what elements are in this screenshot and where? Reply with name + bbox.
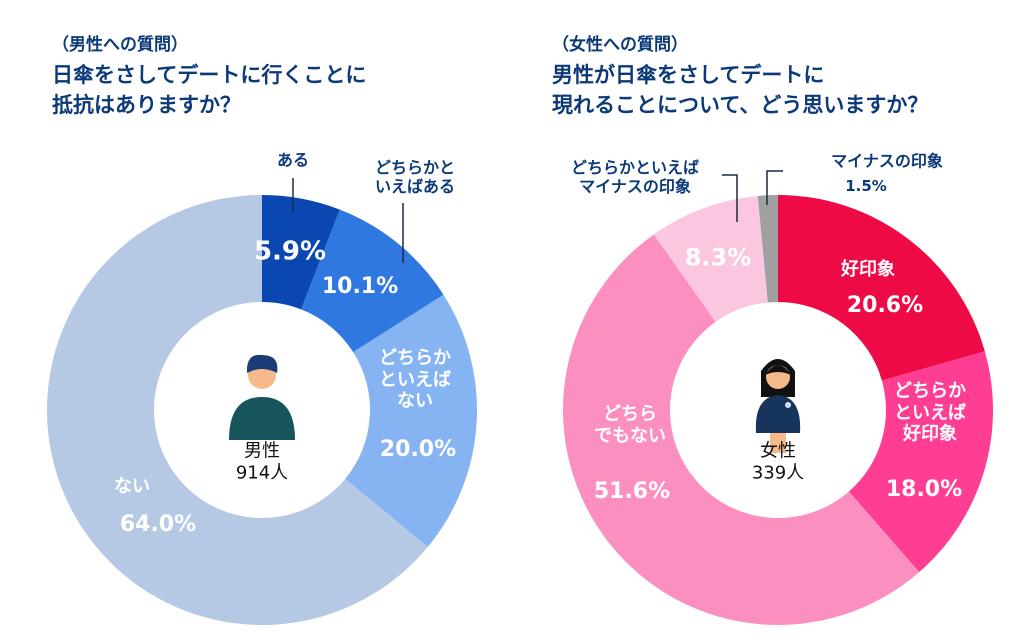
category-label: どちらかといえば マイナスの印象: [570, 157, 700, 196]
person-bangs: [765, 365, 791, 375]
category-label: どちら でもない: [594, 403, 666, 446]
category-label: 好印象: [841, 259, 895, 281]
person-body: [229, 397, 295, 440]
chart-subtitle: （女性への質問）: [552, 35, 688, 55]
donut-slice: [301, 209, 444, 353]
value-label: 5.9%: [253, 236, 327, 267]
donut-slice: [778, 195, 985, 381]
donut-slice: [46, 195, 428, 625]
donut-slice: [757, 195, 778, 303]
value-label: 51.6%: [593, 478, 671, 504]
center-label: 女性 339人: [751, 440, 805, 483]
chart-title: 男性が日傘をさしてデートに 現れることについて、どう思いますか？: [552, 63, 929, 118]
value-label: 18.0%: [885, 476, 963, 502]
donut-slice: [848, 351, 993, 573]
leader-line: [722, 174, 738, 222]
center-label: 男性 914人: [235, 440, 289, 483]
value-label: 20.0%: [379, 436, 457, 462]
category-label: どちらかと いえばある: [374, 157, 456, 196]
leader-line: [766, 170, 783, 205]
person-body: [755, 395, 801, 433]
donut-slice: [262, 195, 340, 310]
value-label: 64.0%: [119, 511, 197, 537]
category-label: どちらか といえば 好印象: [894, 380, 966, 445]
chart-title: 日傘をさしてデートに行くことに 抵抗はありますか？: [52, 63, 367, 118]
chart-subtitle: （男性への質問）: [52, 35, 188, 55]
value-label: 8.3%: [684, 243, 752, 272]
category-label: ない: [114, 476, 150, 498]
category-label: ある: [276, 150, 310, 170]
person-hair: [246, 354, 278, 373]
person-brooch: [785, 402, 791, 408]
value-label: 20.6%: [846, 292, 924, 318]
value-label: 1.5%: [845, 177, 887, 195]
category-label: マイナスの印象: [831, 151, 943, 171]
person-legs: [770, 427, 786, 453]
category-label: どちらか といえば ない: [379, 347, 451, 412]
donut-slice: [345, 294, 478, 548]
donut-slice: [563, 234, 920, 625]
donut-slice: [653, 195, 768, 322]
value-label: 10.1%: [321, 273, 399, 299]
